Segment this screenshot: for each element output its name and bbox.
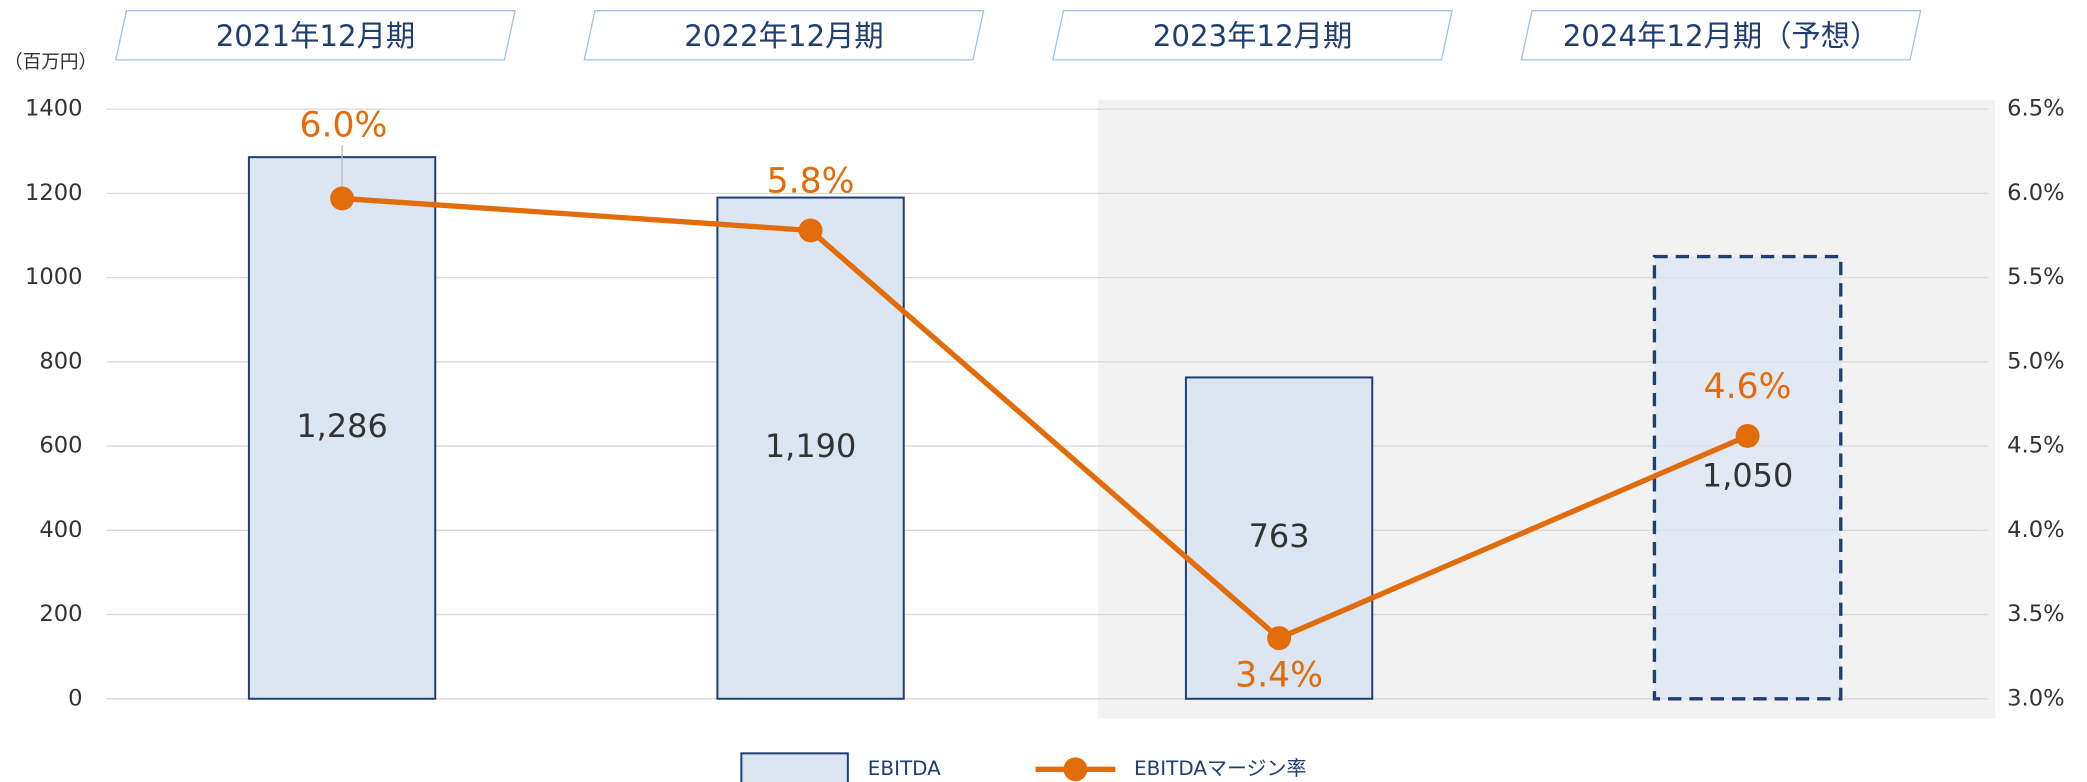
line-marker (1735, 423, 1760, 448)
y-tick-label: 600 (39, 433, 82, 459)
bar-value-label: 763 (1249, 517, 1310, 555)
y2-tick-label: 6.5% (2007, 96, 2064, 122)
line-value-label: 5.8% (767, 162, 855, 202)
category-header-box (583, 9, 985, 61)
bar (1652, 254, 1843, 701)
category-header-box (1051, 9, 1453, 61)
y2-tick-label: 3.5% (2007, 601, 2064, 627)
category-header: 2021年12月期 (216, 19, 416, 53)
unit-label: （百万円） (4, 52, 97, 73)
line-value-label: 6.0% (299, 106, 387, 146)
bar-value-label: 1,050 (1702, 457, 1793, 495)
legend-swatch (740, 752, 849, 782)
y-tick-label: 1000 (25, 264, 83, 290)
y2-tick-label: 5.5% (2007, 264, 2064, 290)
legend-marker (1063, 757, 1088, 782)
category-header: 2024年12月期（予想） (1563, 19, 1880, 53)
legend-label: EBITDA (868, 756, 941, 780)
y2-tick-label: 4.0% (2007, 517, 2064, 543)
line-value-label: 4.6% (1704, 367, 1792, 407)
line-marker (1267, 626, 1292, 651)
legend-label: EBITDAマージン率 (1134, 756, 1306, 780)
category-header-box (1520, 9, 1922, 61)
y-tick-label: 400 (39, 517, 82, 543)
bar-value-label: 1,286 (296, 407, 387, 445)
line-marker (798, 218, 823, 243)
bar (247, 156, 437, 700)
category-header: 2023年12月期 (1153, 19, 1353, 53)
y-tick-label: 0 (68, 685, 82, 711)
plot: （百万円） 2021年12月期 2022年12月期 2023年12月期 2024年12… (4, 9, 2065, 782)
y-tick-label: 200 (39, 601, 82, 627)
y2-tick-label: 4.5% (2007, 433, 2064, 459)
y2-tick-label: 3.0% (2007, 685, 2064, 711)
category-header-box (114, 9, 516, 61)
line-marker (330, 186, 355, 211)
y2-tick-label: 6.0% (2007, 180, 2064, 206)
y-tick-label: 1400 (25, 96, 83, 122)
y2-tick-label: 5.0% (2007, 348, 2064, 374)
category-header: 2022年12月期 (684, 19, 884, 53)
line-value-label: 3.4% (1235, 656, 1323, 696)
y-tick-label: 1200 (25, 180, 83, 206)
line (341, 195, 1749, 642)
y-tick-label: 800 (39, 348, 82, 374)
bar-value-label: 1,190 (765, 427, 856, 465)
